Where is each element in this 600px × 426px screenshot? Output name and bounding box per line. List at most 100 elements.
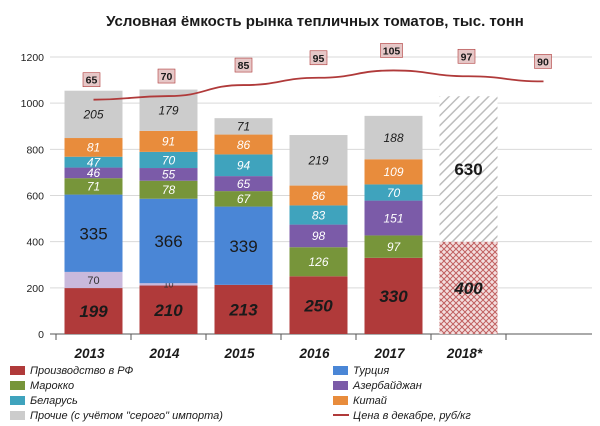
bar-segment — [364, 200, 423, 236]
bar-segment — [439, 96, 498, 242]
y-tick-label: 200 — [26, 283, 44, 295]
bar-segment — [289, 247, 348, 277]
segment-label: 86 — [312, 189, 326, 203]
bar-segment — [139, 168, 198, 181]
segment-label: 213 — [228, 301, 258, 320]
x-tick-label: 2018* — [446, 346, 483, 361]
bar-segment — [364, 235, 423, 258]
segment-label: 71 — [237, 120, 250, 134]
legend-swatch — [10, 366, 25, 375]
legend: Производство в РФ Турция Марокко Азербайджа… — [10, 365, 471, 422]
segment-label: 330 — [379, 287, 408, 306]
segment-label: 70 — [162, 153, 176, 167]
bar-segment — [64, 178, 123, 195]
bar-segment — [214, 284, 273, 334]
segment-label: 109 — [383, 165, 403, 179]
legend-swatch — [333, 381, 348, 390]
bar-segment — [139, 285, 198, 334]
bar-segment — [364, 257, 423, 334]
bar-segment — [139, 283, 198, 286]
bar-segment — [64, 138, 123, 157]
segment-label: 67 — [237, 192, 252, 206]
legend-swatch — [333, 396, 348, 405]
price-label-box — [82, 72, 101, 88]
segment-label: 83 — [312, 208, 326, 222]
price-label-box — [309, 50, 328, 66]
segment-label: 250 — [303, 296, 333, 315]
segment-label: 71 — [87, 180, 100, 194]
legend-label: Марокко — [30, 380, 74, 392]
legend-swatch — [10, 381, 25, 390]
price-label-box — [234, 57, 253, 73]
bar-segment — [64, 288, 123, 334]
price-label: 90 — [537, 56, 549, 68]
bar-segment — [364, 115, 423, 160]
bar-segment — [289, 185, 348, 206]
price-line-path — [93, 69, 544, 101]
segment-label: 94 — [237, 159, 251, 173]
price-label-box — [534, 54, 552, 69]
legend-swatch — [10, 396, 25, 405]
bar-segment — [139, 180, 198, 199]
segment-label: 339 — [229, 237, 257, 256]
price-label: 65 — [86, 75, 98, 87]
legend-label: Прочие (с учётом "серого" импорта) — [30, 410, 223, 422]
segment-label: 151 — [383, 211, 403, 225]
bar-segment — [64, 194, 123, 272]
segment-label: 335 — [79, 224, 107, 243]
legend-label: Беларусь — [30, 395, 78, 407]
price-label: 97 — [461, 51, 473, 63]
bar-segment — [364, 159, 423, 185]
y-tick-label: 1200 — [21, 52, 45, 64]
legend-label: Производство в РФ — [30, 365, 133, 377]
segment-label: 65 — [237, 177, 251, 191]
bar-segment — [214, 118, 273, 135]
segment-label: 81 — [87, 141, 100, 155]
bar-segment — [214, 206, 273, 285]
legend-swatch — [10, 411, 25, 420]
segment-label: 188 — [383, 131, 403, 145]
bar-segment — [289, 224, 348, 248]
bar-segment — [289, 135, 348, 186]
price-label: 95 — [313, 53, 325, 65]
legend-swatch — [333, 366, 348, 375]
bar-segment — [139, 151, 198, 169]
y-tick-label: 0 — [38, 329, 44, 341]
segment-label: 199 — [79, 302, 108, 321]
y-tick-label: 600 — [26, 191, 44, 203]
price-label: 85 — [238, 60, 250, 72]
segment-label: 78 — [162, 183, 176, 197]
legend-label: Цена в декабре, руб/кг — [353, 410, 471, 422]
price-label: 70 — [161, 71, 173, 83]
segment-label: 55 — [162, 168, 176, 182]
bar-segment — [289, 205, 348, 225]
y-tick-label: 1000 — [21, 98, 45, 110]
bar-segment — [214, 191, 273, 207]
segment-label: 97 — [387, 240, 402, 254]
segment-label: 10 — [163, 280, 173, 290]
segment-label: 91 — [162, 135, 175, 149]
segment-label: 46 — [87, 166, 101, 180]
segment-label: 47 — [87, 155, 102, 169]
segment-label: 630 — [454, 160, 482, 179]
x-tick-label: 2016 — [298, 346, 330, 361]
y-tick-label: 800 — [26, 144, 44, 156]
bar-segment — [139, 130, 198, 152]
y-tick-label: 400 — [26, 237, 44, 249]
segment-label: 179 — [158, 104, 178, 118]
price-label-box — [157, 68, 176, 84]
x-tick-label: 2017 — [373, 346, 406, 361]
bar-segment — [214, 134, 273, 155]
bar-segment — [64, 271, 123, 289]
segment-label: 86 — [237, 138, 251, 152]
legend-label: Китай — [353, 395, 387, 407]
bars: 1997033571464781205210103667855709117921… — [64, 89, 498, 334]
segment-label: 205 — [82, 108, 103, 122]
y-axis-ticks: 0 200 400 600 800 1000 1200 — [21, 52, 45, 341]
x-tick-label: 2013 — [73, 346, 105, 361]
legend-label: Турция — [353, 365, 389, 377]
bar-segment — [214, 154, 273, 177]
legend-label: Азербайджан — [352, 380, 422, 392]
segment-label: 70 — [387, 186, 401, 200]
